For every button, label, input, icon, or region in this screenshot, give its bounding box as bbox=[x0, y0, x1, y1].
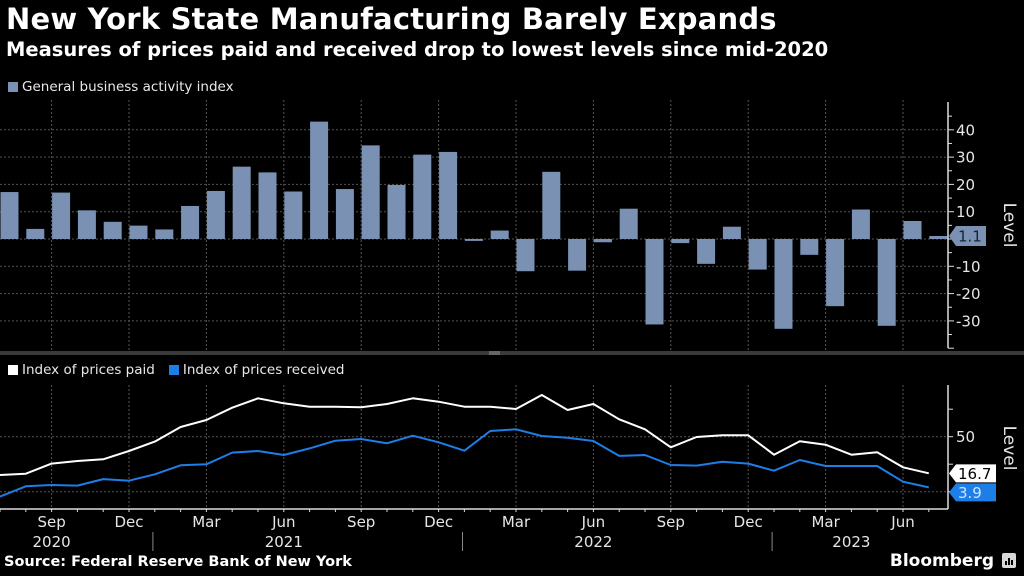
bar-jun-2023 bbox=[903, 220, 922, 239]
prices-received-line bbox=[0, 428, 930, 498]
legend-swatch-business-activity bbox=[8, 82, 18, 92]
bar-oct-2022 bbox=[697, 239, 716, 264]
top-y-tick-label: 10 bbox=[956, 203, 975, 221]
x-tick-label-month: Jun bbox=[890, 513, 914, 531]
bar-apr-2023 bbox=[851, 209, 870, 239]
bar-may-2022 bbox=[568, 239, 587, 271]
prices-paid-line bbox=[0, 394, 930, 476]
x-tick-label-month: Mar bbox=[502, 513, 531, 531]
top-y-axis-title: Level bbox=[999, 203, 1019, 248]
bar-apr-2022 bbox=[542, 171, 561, 239]
top-y-tick-label: -20 bbox=[956, 285, 981, 303]
top-y-tick-label: -10 bbox=[956, 258, 981, 276]
bar-dec-2020 bbox=[129, 225, 148, 239]
top-y-tick-label: 20 bbox=[956, 176, 975, 194]
x-tick-label-month: Mar bbox=[192, 513, 221, 531]
bloomberg-logo: Bloomberg bbox=[889, 551, 994, 571]
bar-aug-2022 bbox=[645, 239, 664, 325]
price-index-lines bbox=[0, 394, 930, 498]
bar-jul-2023 bbox=[929, 235, 948, 239]
bar-jun-2022 bbox=[593, 239, 612, 243]
legend-swatch-prices-paid bbox=[8, 365, 18, 375]
x-tick-label-year: 2022 bbox=[574, 533, 612, 551]
bar-jan-2022 bbox=[464, 239, 483, 241]
bar-sep-2020 bbox=[52, 192, 71, 239]
x-tick-label-year: 2021 bbox=[265, 533, 303, 551]
top-y-tick-label: 40 bbox=[956, 121, 975, 139]
bar-jun-2021 bbox=[284, 191, 303, 239]
x-tick-label-year: 2020 bbox=[33, 533, 71, 551]
bar-jan-2021 bbox=[155, 229, 174, 239]
bar-dec-2022 bbox=[748, 239, 767, 270]
bar-sep-2021 bbox=[361, 145, 380, 239]
prices-received-last-value: 3.9 bbox=[958, 484, 982, 502]
prices-paid-last-value: 16.7 bbox=[958, 465, 991, 483]
bar-oct-2021 bbox=[387, 184, 406, 239]
chart-title: New York State Manufacturing Barely Expa… bbox=[6, 2, 777, 36]
bottom-legend: Index of prices paid Index of prices rec… bbox=[8, 362, 358, 378]
bar-oct-2020 bbox=[77, 210, 96, 239]
bar-mar-2021 bbox=[206, 190, 225, 239]
top-y-tick-label: -30 bbox=[956, 312, 981, 330]
bar-nov-2022 bbox=[722, 226, 741, 239]
top-legend: General business activity index bbox=[8, 79, 248, 95]
x-tick-label-month: Sep bbox=[657, 513, 685, 531]
legend-item-prices-paid: Index of prices paid bbox=[8, 362, 155, 378]
bar-may-2021 bbox=[258, 172, 277, 239]
x-tick-label-month: Sep bbox=[37, 513, 65, 531]
bar-aug-2021 bbox=[335, 189, 354, 239]
source-note: Source: Federal Reserve Bank of New York bbox=[4, 554, 352, 570]
bar-jul-2020 bbox=[0, 192, 19, 239]
x-tick-label-month: Jun bbox=[581, 513, 605, 531]
legend-label-prices-paid: Index of prices paid bbox=[22, 362, 155, 378]
bar-jul-2022 bbox=[619, 208, 638, 239]
x-tick-label-year: 2023 bbox=[832, 533, 870, 551]
x-tick-label-month: Jun bbox=[271, 513, 295, 531]
bottom-y-tick-label: 50 bbox=[956, 428, 975, 446]
top-panel-grid bbox=[0, 100, 948, 350]
x-tick-label-month: Dec bbox=[114, 513, 143, 531]
top-last-value-label: 1.1 bbox=[958, 227, 982, 245]
bar-jul-2021 bbox=[310, 121, 329, 239]
bar-mar-2022 bbox=[516, 239, 535, 272]
bar-apr-2021 bbox=[232, 166, 251, 239]
x-tick-label-month: Sep bbox=[347, 513, 375, 531]
bar-sep-2022 bbox=[671, 239, 690, 244]
bar-feb-2021 bbox=[181, 205, 200, 239]
bloomberg-chart-icon bbox=[1002, 553, 1016, 568]
legend-label-business-activity: General business activity index bbox=[22, 79, 234, 95]
top-last-value-callout bbox=[949, 225, 986, 246]
legend-swatch-prices-received bbox=[168, 365, 179, 375]
bar-aug-2020 bbox=[26, 228, 45, 239]
legend-item-business-activity: General business activity index bbox=[8, 79, 234, 95]
x-tick-label-month: Dec bbox=[734, 513, 763, 531]
prices-paid-callout bbox=[949, 464, 996, 483]
bar-may-2023 bbox=[877, 239, 896, 326]
prices-received-callout bbox=[949, 483, 996, 502]
x-axis: Sep Dec Mar Jun Sep Dec Mar Jun Sep Dec Mar Jun 2020… bbox=[0, 508, 948, 551]
bar-nov-2020 bbox=[103, 221, 122, 239]
chart-subtitle: Measures of prices paid and received dro… bbox=[6, 38, 829, 61]
bottom-y-axis-title: Level bbox=[999, 426, 1019, 471]
legend-label-prices-received: Index of prices received bbox=[182, 362, 345, 378]
business-activity-bars bbox=[0, 121, 948, 329]
panel-splitter[interactable] bbox=[0, 351, 1024, 355]
panel-splitter-handle[interactable] bbox=[489, 351, 500, 355]
bar-nov-2021 bbox=[413, 154, 432, 239]
top-panel-y-axis: 40 30 20 10 -10 -20 -30 1.1 Level bbox=[947, 102, 1019, 349]
legend-item-prices-received: Index of prices received bbox=[168, 362, 345, 378]
x-tick-label-month: Mar bbox=[811, 513, 840, 531]
bar-jan-2023 bbox=[774, 239, 793, 329]
bar-feb-2022 bbox=[490, 230, 509, 239]
x-tick-label-month: Dec bbox=[424, 513, 453, 531]
top-y-tick-label: 30 bbox=[956, 149, 975, 167]
bar-dec-2021 bbox=[439, 151, 458, 239]
bar-feb-2023 bbox=[800, 239, 819, 255]
bottom-panel-y-axis: 50 16.73.9 Level bbox=[947, 385, 1019, 509]
bar-mar-2023 bbox=[826, 239, 845, 307]
bottom-panel-grid bbox=[0, 385, 948, 509]
